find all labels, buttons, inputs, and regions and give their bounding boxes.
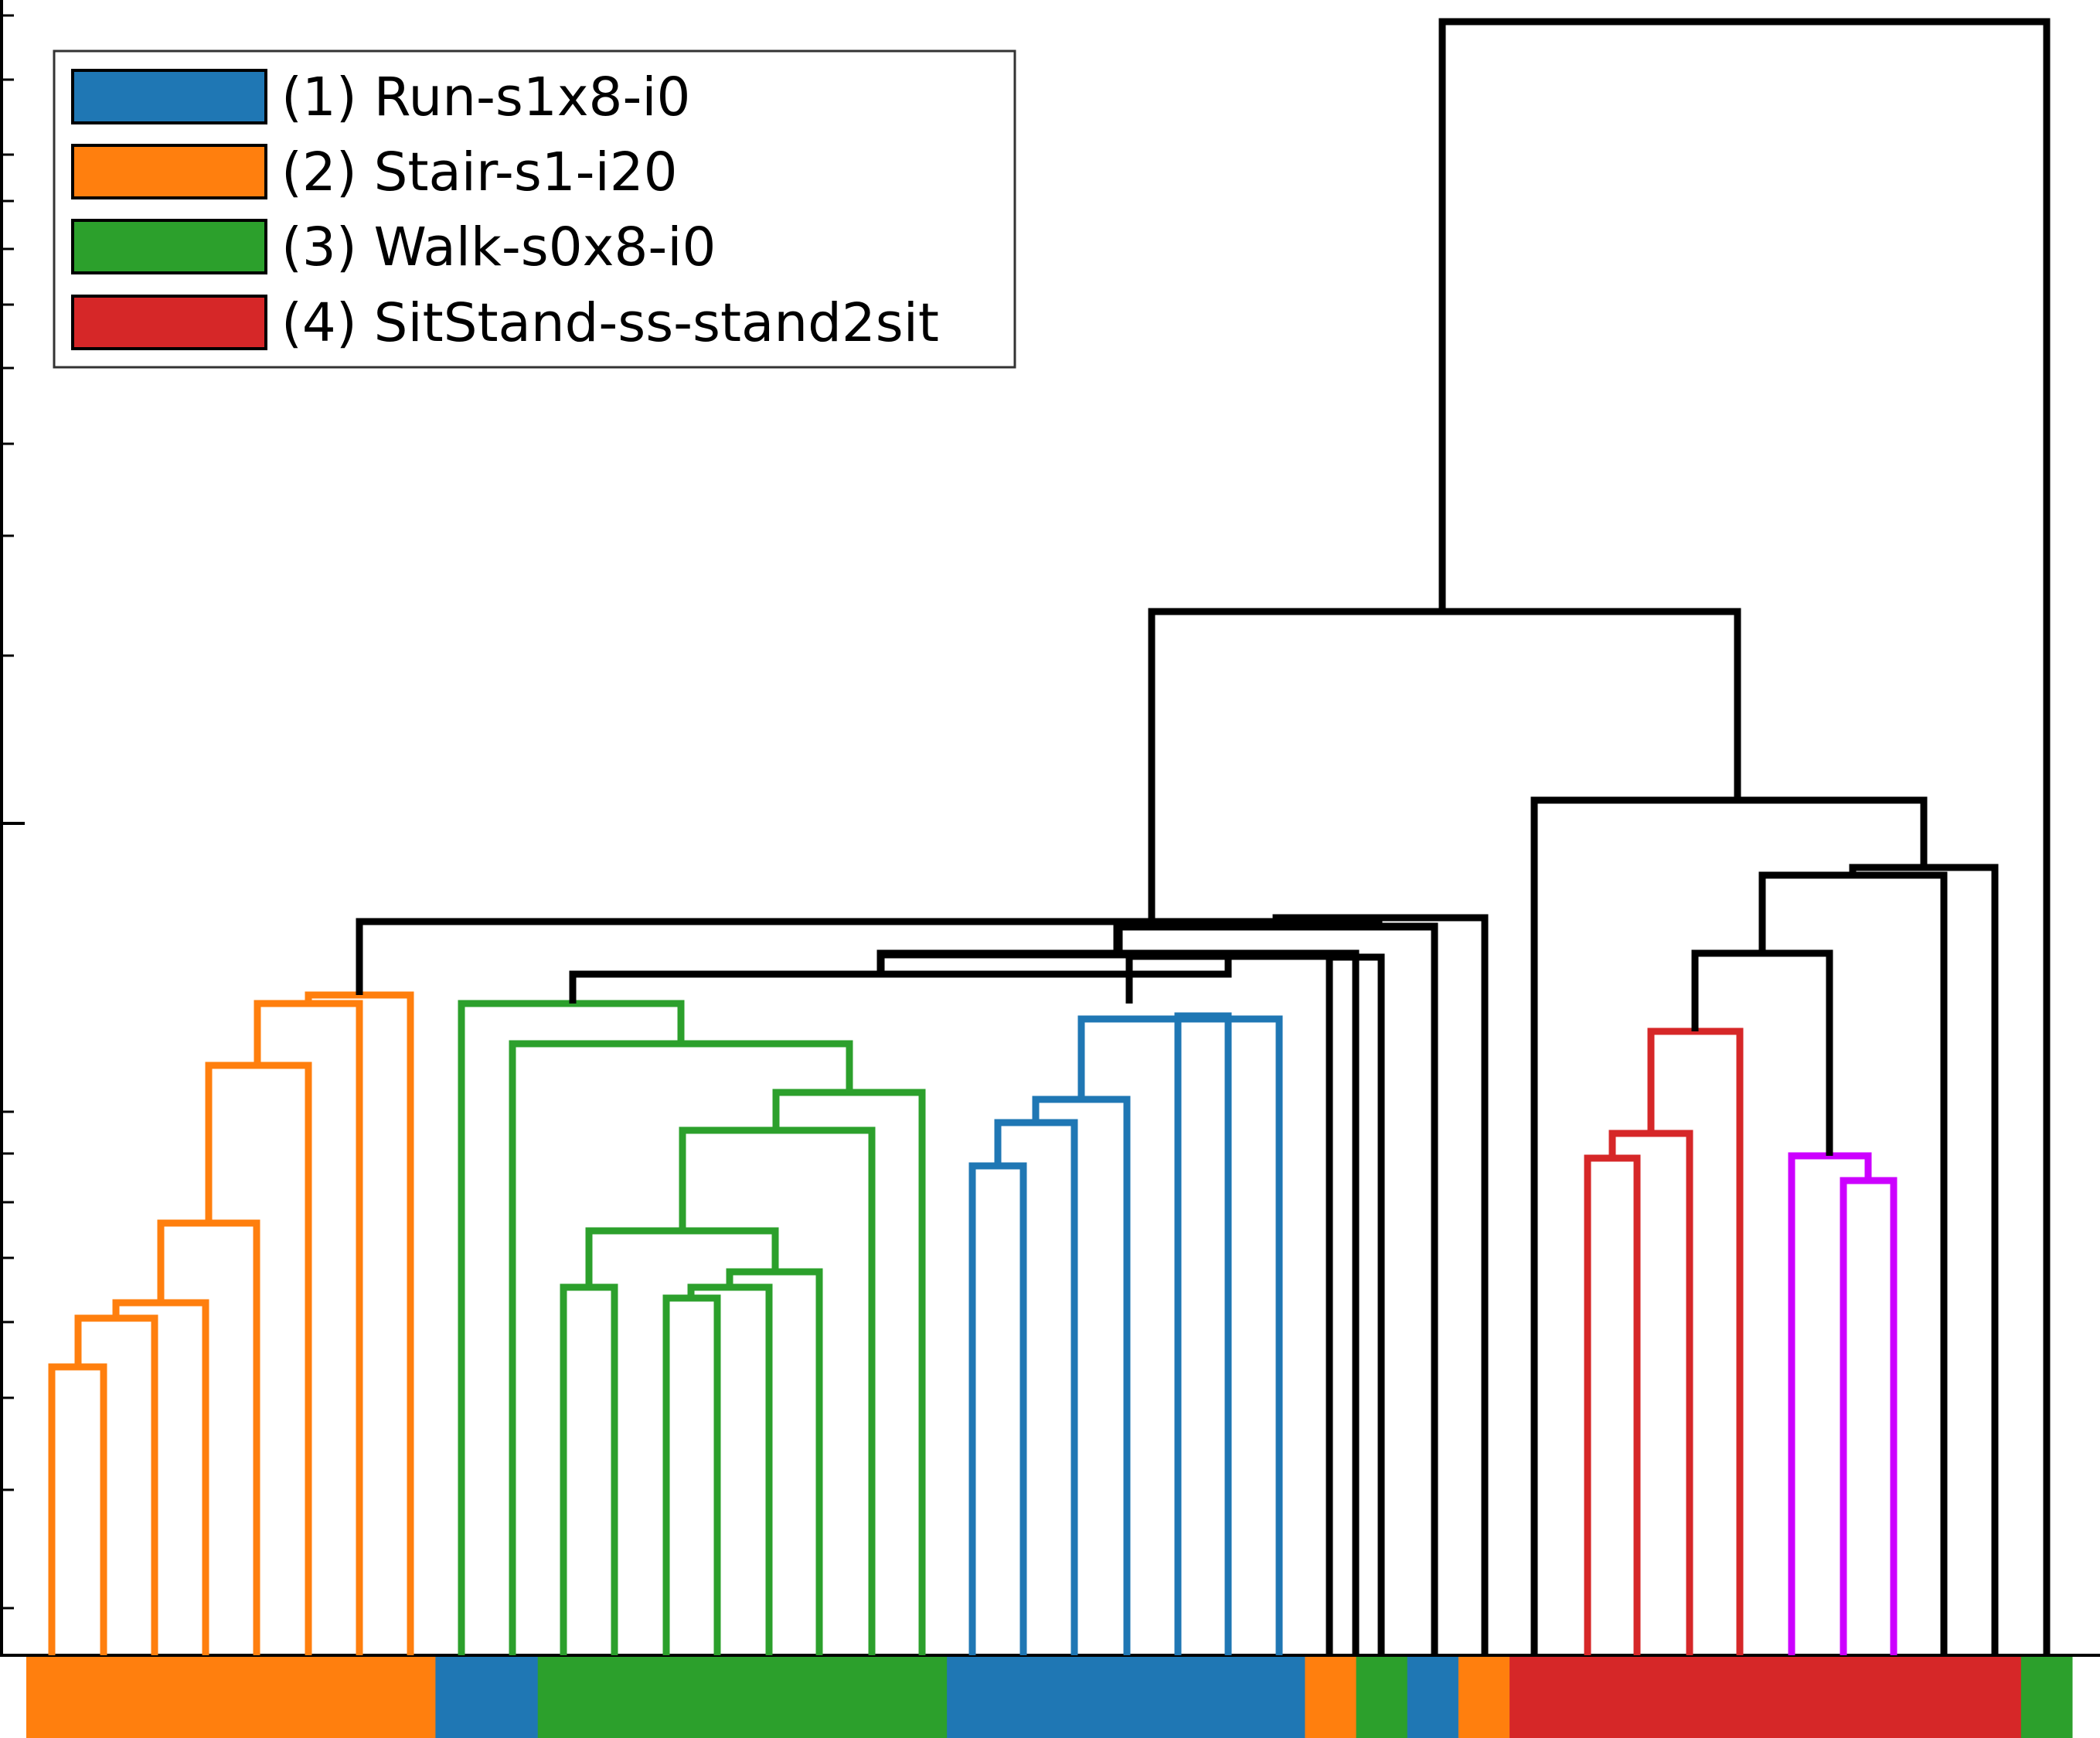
dendrogram-link-19 — [1174, 1012, 1232, 1655]
legend-swatch-run — [71, 69, 267, 124]
dendrogram-link-26 — [1840, 1177, 1897, 1655]
dendrogram-link-33 — [569, 956, 1232, 1004]
legend-swatch-walk — [71, 219, 267, 274]
dendrogram-link-7 — [560, 1283, 618, 1655]
dendrogram-link-16 — [968, 1162, 1027, 1655]
dendrogram-link-30 — [1849, 864, 1999, 1655]
activity-color-strip — [26, 1657, 2073, 1738]
dendrogram-link-27 — [1788, 1152, 1872, 1655]
legend-swatch-sitstand — [71, 295, 267, 350]
dendrogram-link-25 — [1647, 1027, 1744, 1655]
dendrogram-link-11 — [585, 1227, 779, 1287]
strip-segment-stair — [1305, 1657, 1357, 1738]
dendrogram-link-0 — [48, 1363, 107, 1655]
strip-segment-sitstand — [1509, 1657, 2022, 1738]
dendrogram-links — [48, 18, 2051, 1655]
strip-segment-walk — [1356, 1657, 1408, 1738]
dendrogram-link-40 — [356, 918, 1383, 995]
dendrogram-link-31 — [1530, 796, 1928, 1655]
dendrogram-link-21 — [1077, 1015, 1178, 1099]
strip-segment-run — [435, 1657, 539, 1738]
dendrogram-link-10 — [726, 1268, 823, 1655]
legend-swatch-stair — [71, 144, 267, 199]
dendrogram-link-42 — [1438, 18, 2051, 1655]
dendrogram-link-18 — [1032, 1096, 1131, 1655]
legend-label-walk: (3) Walk-s0x8-i0 — [281, 216, 716, 278]
legend-label-sitstand: (4) SitStand-ss-stand2sit — [281, 292, 939, 354]
dendrogram-link-20 — [1125, 1015, 1283, 1655]
strip-segment-walk — [2020, 1657, 2073, 1738]
strip-segment-run — [1407, 1657, 1459, 1738]
legend-label-stair: (2) Stair-s1-i20 — [281, 141, 678, 203]
strip-segment-stair — [1458, 1657, 1510, 1738]
dendrogram-link-32 — [1125, 952, 1360, 1655]
dendrogram-link-23 — [1584, 1154, 1641, 1655]
strip-segment-run — [947, 1657, 1305, 1738]
dendrogram-link-9 — [687, 1283, 773, 1655]
dendrogram-link-28 — [1691, 949, 1833, 1156]
dendrogram-link-24 — [1608, 1130, 1693, 1655]
strip-segment-walk — [537, 1657, 948, 1738]
dendrogram-link-17 — [994, 1119, 1078, 1655]
dendrogram-link-12 — [679, 1126, 876, 1655]
strip-segment-stair — [26, 1657, 436, 1738]
dendrogram-link-13 — [772, 1089, 926, 1655]
dendrogram-link-8 — [662, 1294, 721, 1655]
dendrogram-link-2 — [112, 1299, 209, 1655]
legend-label-run: (1) Run-s1x8-i0 — [281, 66, 690, 128]
dendrogram-link-15 — [458, 1000, 685, 1655]
y-axis — [0, 0, 2100, 1657]
legend: (1) Run-s1x8-i0 (2) Stair-s1-i20 (3) Wal… — [53, 49, 1016, 369]
dendrogram-link-41 — [1148, 608, 1741, 920]
dendrogram-link-34 — [877, 951, 1333, 1655]
